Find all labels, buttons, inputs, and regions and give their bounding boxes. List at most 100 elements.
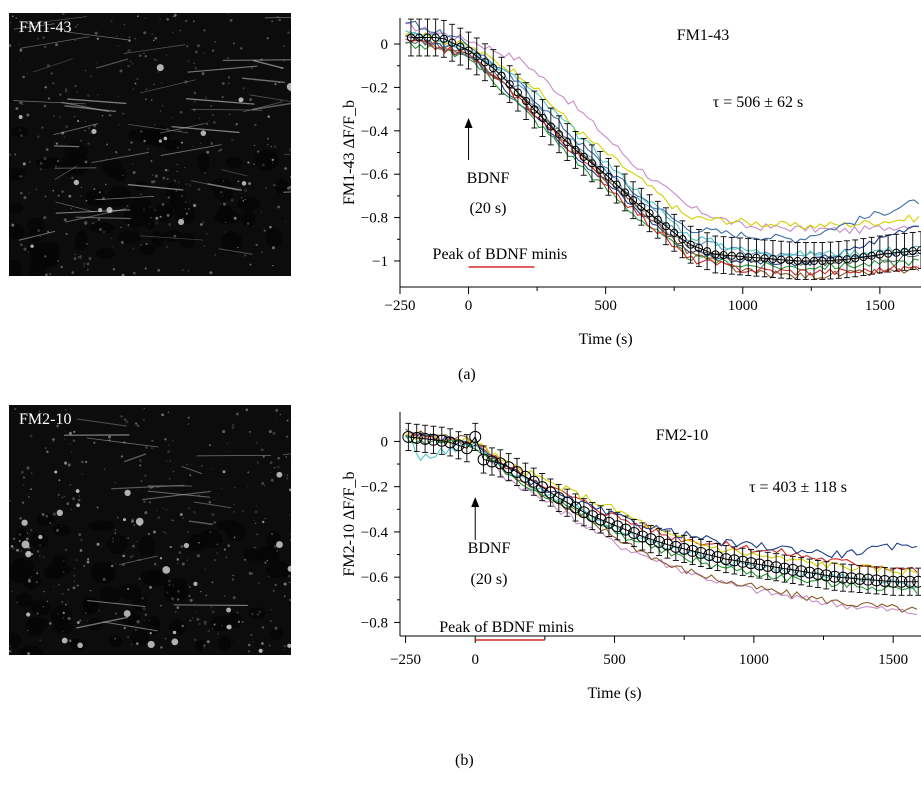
speckle [203,622,207,626]
speckle [76,584,79,587]
speckle [145,446,148,449]
speckle [64,409,67,411]
speckle [235,122,239,126]
speckle [142,208,146,211]
mean-point [670,228,679,237]
fibre [160,144,222,156]
speckle [272,264,274,267]
x-axis-label: Time (s) [587,685,641,702]
speckle [254,522,257,525]
speckle [63,559,65,562]
cell-shadow [68,154,90,176]
speckle [144,511,148,515]
mean-point [661,538,674,551]
y-tick-label: −0.6 [361,167,389,183]
mean-point [801,256,810,266]
speckle [35,188,38,191]
series-line-5 [405,432,918,559]
series-line-2 [405,428,918,613]
speckle [56,160,60,163]
speckle [261,626,265,629]
speckle [255,504,257,507]
speckle [212,114,214,116]
speckle [261,642,264,645]
mean-point [653,215,662,224]
fibre [191,180,239,191]
speckle [180,194,184,198]
speckle [63,218,67,222]
speckle [266,137,269,140]
cell-shadow [243,548,264,561]
speckle [126,587,130,591]
speckle [144,267,147,270]
bright-puncta [226,624,232,630]
speckle [246,222,250,225]
speckle [177,146,179,149]
speckle [97,218,101,221]
speckle [247,471,250,474]
speckle [209,531,212,533]
speckle [135,422,138,425]
speckle [222,470,226,474]
speckle [176,598,180,601]
bright-puncta [178,218,185,225]
speckle [172,439,174,442]
mean-point [908,246,917,256]
speckle [185,183,187,185]
bright-puncta [75,489,80,493]
speckle [58,479,61,482]
speckle [241,509,245,513]
speckle [105,183,107,186]
fibre [284,153,291,155]
speckle [57,260,59,262]
speckle [263,229,266,232]
speckle [192,20,195,23]
speckle [260,448,264,452]
fibre [171,126,240,134]
speckle [272,162,274,164]
y-axis-label: FM2-10 ΔF/F_b [341,472,358,577]
x-tick-label: 1000 [739,652,769,668]
speckle [230,138,234,142]
mean-point [719,553,732,566]
bright-puncta [163,136,168,141]
mean-point [744,252,753,262]
speckle [178,551,182,554]
micrograph-fm1-43: FM1-43 [9,13,291,276]
speckle [87,142,90,145]
speckle [176,558,180,561]
cell-shadow [130,196,152,215]
speckle [9,649,12,653]
speckle [211,581,214,584]
speckle [283,644,286,648]
cell-shadow [82,600,98,616]
speckle [23,412,26,416]
speckle [101,546,103,548]
speckle [253,163,255,166]
speckle [148,619,150,622]
stimulus-label: BDNF [468,540,511,557]
speckle [200,464,203,468]
speckle [46,27,49,30]
speckle [221,96,224,99]
mean-line [408,435,919,583]
mean-point [834,255,843,264]
mean-point [845,572,858,585]
speckle [204,172,207,175]
bright-puncta [123,610,131,618]
speckle [278,18,281,22]
speckle [80,195,82,197]
speckle [15,107,19,111]
mean-point [527,475,540,488]
speckle [226,57,229,60]
speckle [27,579,31,583]
mean-point [423,33,432,42]
speckle [110,237,113,240]
speckle [153,220,156,223]
speckle [164,168,168,172]
speckle [83,564,86,568]
mean-point [903,575,916,588]
speckle [73,115,76,118]
speckle [140,480,143,483]
